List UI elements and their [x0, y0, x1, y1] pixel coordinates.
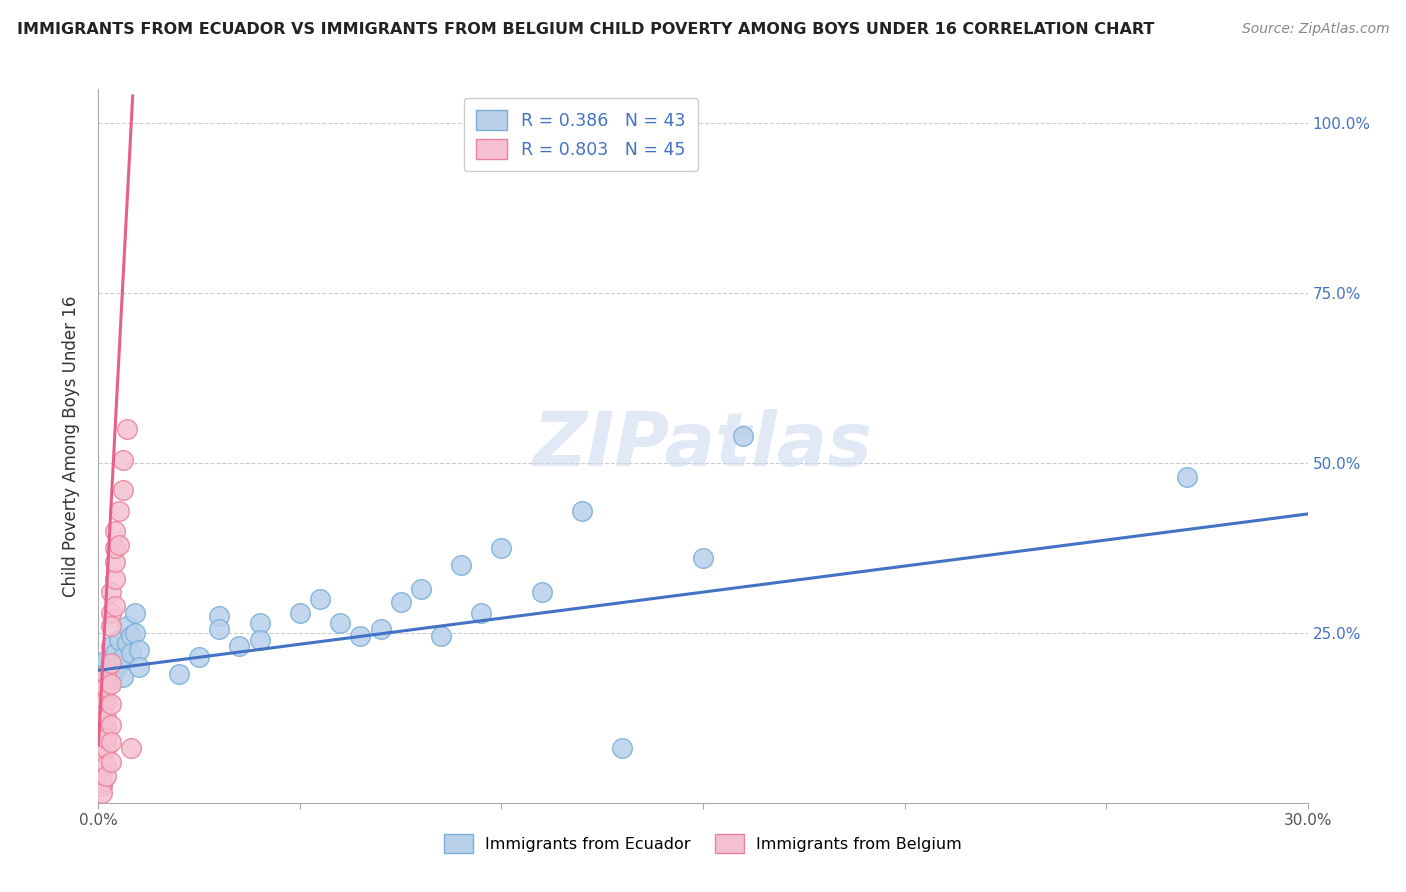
Point [91, 683, 114, 698]
Point [115, 619, 138, 633]
Point [115, 636, 138, 650]
Point [188, 649, 211, 664]
Point [91, 738, 114, 752]
Point [128, 643, 150, 657]
Point [91, 765, 114, 780]
Point [107, 537, 129, 551]
Point [491, 541, 513, 555]
Point [100, 698, 122, 712]
Point [100, 640, 122, 654]
Point [100, 677, 122, 691]
Point [96, 694, 118, 708]
Y-axis label: Child Poverty Among Boys Under 16: Child Poverty Among Boys Under 16 [62, 295, 80, 597]
Point [103, 524, 125, 538]
Point [91, 707, 114, 722]
Point [96, 711, 118, 725]
Point [91, 690, 114, 705]
Point [288, 606, 311, 620]
Point [612, 741, 634, 756]
Point [120, 629, 142, 643]
Text: ZIPatlas: ZIPatlas [533, 409, 873, 483]
Point [100, 657, 122, 671]
Point [100, 673, 122, 688]
Point [91, 660, 114, 674]
Point [100, 734, 122, 748]
Point [100, 619, 122, 633]
Legend: Immigrants from Ecuador, Immigrants from Belgium: Immigrants from Ecuador, Immigrants from… [437, 828, 969, 859]
Point [96, 666, 118, 681]
Point [111, 483, 134, 498]
Point [349, 629, 371, 643]
Point [91, 700, 114, 714]
Point [91, 758, 114, 772]
Point [103, 555, 125, 569]
Point [96, 769, 118, 783]
Point [96, 680, 118, 694]
Point [167, 666, 190, 681]
Point [389, 595, 412, 609]
Point [91, 745, 114, 759]
Point [103, 646, 125, 660]
Point [430, 629, 453, 643]
Point [124, 626, 146, 640]
Point [103, 663, 125, 677]
Point [208, 623, 231, 637]
Point [111, 649, 134, 664]
Point [100, 717, 122, 731]
Point [1175, 469, 1198, 483]
Point [91, 714, 114, 729]
Point [107, 632, 129, 647]
Point [228, 640, 250, 654]
Point [91, 677, 114, 691]
Point [100, 585, 122, 599]
Point [470, 606, 492, 620]
Point [571, 503, 593, 517]
Point [692, 551, 714, 566]
Point [91, 751, 114, 765]
Point [103, 541, 125, 555]
Text: Source: ZipAtlas.com: Source: ZipAtlas.com [1241, 22, 1389, 37]
Point [111, 452, 134, 467]
Text: IMMIGRANTS FROM ECUADOR VS IMMIGRANTS FROM BELGIUM CHILD POVERTY AMONG BOYS UNDE: IMMIGRANTS FROM ECUADOR VS IMMIGRANTS FR… [17, 22, 1154, 37]
Point [309, 591, 332, 606]
Point [530, 585, 553, 599]
Point [96, 653, 118, 667]
Point [91, 775, 114, 789]
Point [91, 724, 114, 739]
Point [96, 721, 118, 735]
Point [96, 666, 118, 681]
Point [107, 503, 129, 517]
Point [733, 429, 755, 443]
Point [409, 582, 432, 596]
Point [103, 599, 125, 613]
Point [103, 572, 125, 586]
Point [96, 731, 118, 746]
Point [120, 646, 142, 660]
Point [96, 758, 118, 772]
Point [249, 615, 271, 630]
Point [91, 731, 114, 746]
Point [450, 558, 472, 572]
Point [249, 632, 271, 647]
Point [329, 615, 352, 630]
Point [128, 660, 150, 674]
Point [107, 657, 129, 671]
Point [111, 670, 134, 684]
Point [91, 786, 114, 800]
Point [208, 608, 231, 623]
Point [100, 606, 122, 620]
Point [124, 606, 146, 620]
Point [115, 422, 138, 436]
Point [96, 741, 118, 756]
Point [100, 755, 122, 769]
Point [370, 623, 392, 637]
Point [91, 779, 114, 793]
Point [120, 741, 142, 756]
